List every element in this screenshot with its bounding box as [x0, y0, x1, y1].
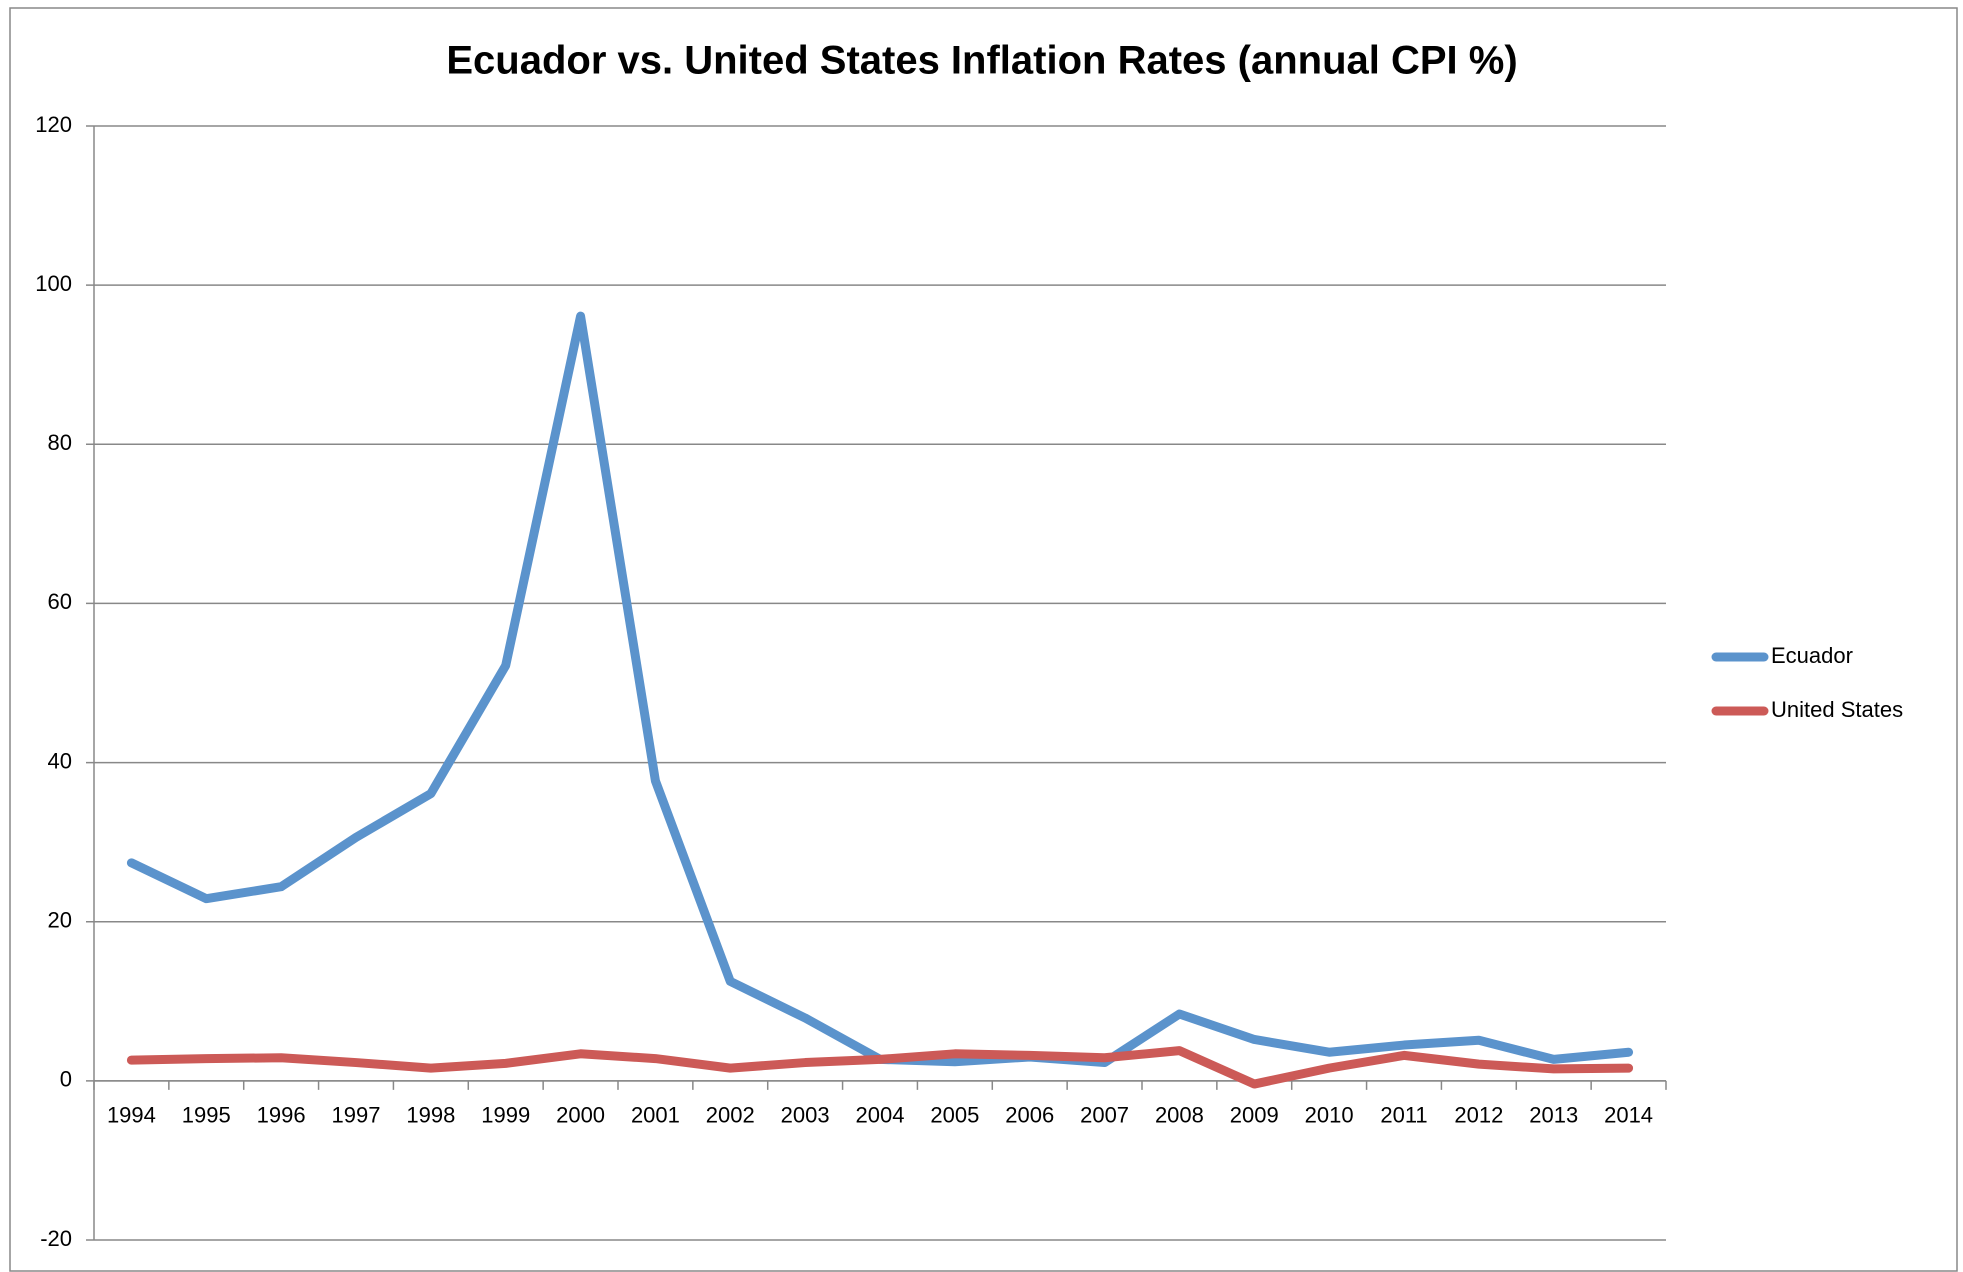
x-tick-label: 1996: [257, 1103, 306, 1128]
x-tick-label: 2012: [1454, 1103, 1503, 1128]
x-tick-label: 2009: [1230, 1103, 1279, 1128]
x-tick-label: 2001: [631, 1103, 680, 1128]
y-tick-label: -20: [40, 1226, 72, 1251]
x-tick-label: 2000: [556, 1103, 605, 1128]
y-tick-label: 60: [48, 589, 72, 614]
y-tick-label: 120: [35, 112, 72, 137]
chart-frame: [9, 7, 1958, 1272]
series-line: [126, 311, 1634, 1068]
x-tick-label: 1995: [182, 1103, 231, 1128]
y-tick-label: 20: [48, 908, 72, 933]
x-tick-label: 2013: [1529, 1103, 1578, 1128]
x-tick-label: 2002: [706, 1103, 755, 1128]
x-tick-label: 2008: [1155, 1103, 1204, 1128]
x-tick-label: 2003: [781, 1103, 830, 1128]
y-tick-label: 100: [35, 271, 72, 296]
x-tick-label: 2006: [1005, 1103, 1054, 1128]
x-tick-label: 2014: [1604, 1103, 1653, 1128]
x-tick-label: 2005: [930, 1103, 979, 1128]
x-tick-label: 2011: [1380, 1103, 1427, 1128]
legend-label: Ecuador: [1771, 643, 1853, 668]
x-tick-label: 2007: [1080, 1103, 1129, 1128]
x-tick-label: 1998: [406, 1103, 455, 1128]
x-tick-label: 1994: [107, 1103, 156, 1128]
x-tick-label: 2010: [1305, 1103, 1354, 1128]
legend-label: United States: [1771, 697, 1903, 722]
y-tick-label: 0: [60, 1067, 72, 1092]
chart-title: Ecuador vs. United States Inflation Rate…: [446, 39, 1517, 83]
y-tick-label: 40: [48, 748, 72, 773]
y-tick-label: 80: [48, 430, 72, 455]
x-tick-label: 1999: [481, 1103, 530, 1128]
x-tick-label: 2004: [856, 1103, 905, 1128]
series-line: [126, 1046, 1634, 1089]
x-tick-label: 1997: [332, 1103, 381, 1128]
